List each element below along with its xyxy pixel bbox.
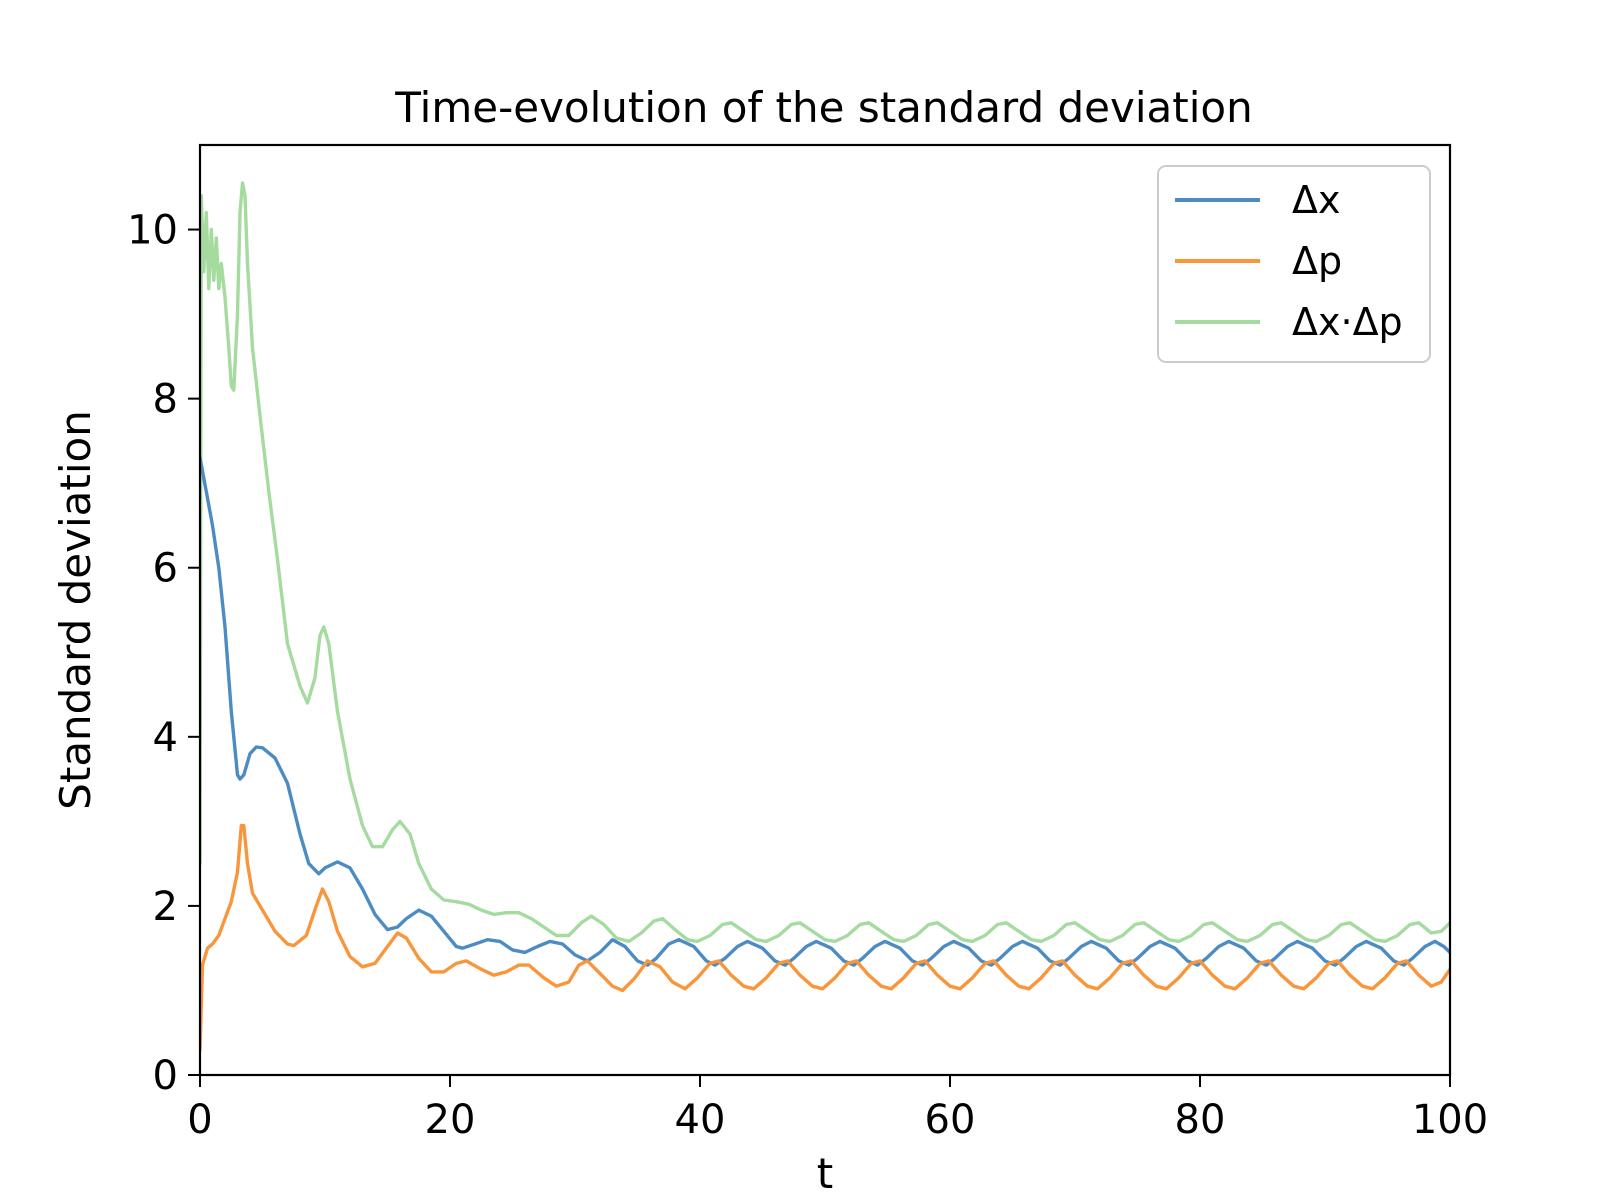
x-tick-label: 40 bbox=[675, 1097, 726, 1143]
legend: Δx Δp Δx·Δp bbox=[1157, 165, 1431, 363]
plot-area bbox=[198, 143, 1452, 1077]
series-line-0 bbox=[200, 456, 1450, 967]
x-tick-label: 100 bbox=[1412, 1097, 1488, 1143]
x-tick-label: 0 bbox=[187, 1097, 212, 1143]
y-tick-label: 0 bbox=[153, 1053, 178, 1099]
chart-title: Time-evolution of the standard deviation bbox=[394, 83, 1252, 132]
series-layer bbox=[200, 181, 1450, 1052]
legend-box bbox=[1157, 165, 1431, 363]
y-axis: 0 2 4 6 8 10 bbox=[127, 208, 200, 1099]
plot-frame bbox=[198, 143, 1452, 1077]
legend-label: Δp bbox=[1292, 239, 1342, 283]
y-tick-label: 8 bbox=[153, 377, 178, 423]
x-tick-label: 60 bbox=[925, 1097, 976, 1143]
legend-label: Δx bbox=[1292, 178, 1340, 222]
y-tick-label: 2 bbox=[153, 884, 178, 930]
legend-label: Δx·Δp bbox=[1292, 300, 1403, 344]
y-tick-label: 4 bbox=[153, 715, 178, 761]
series-line-1 bbox=[200, 823, 1450, 1052]
x-axis-label: t bbox=[817, 1149, 833, 1198]
y-tick-label: 6 bbox=[153, 546, 178, 592]
series-line-2 bbox=[200, 181, 1450, 944]
y-axis-label: Standard deviation bbox=[51, 410, 100, 810]
x-axis: 0 20 40 60 80 100 bbox=[187, 1075, 1488, 1143]
x-tick-label: 20 bbox=[425, 1097, 476, 1143]
y-tick-label: 10 bbox=[127, 208, 178, 254]
x-tick-label: 80 bbox=[1175, 1097, 1226, 1143]
